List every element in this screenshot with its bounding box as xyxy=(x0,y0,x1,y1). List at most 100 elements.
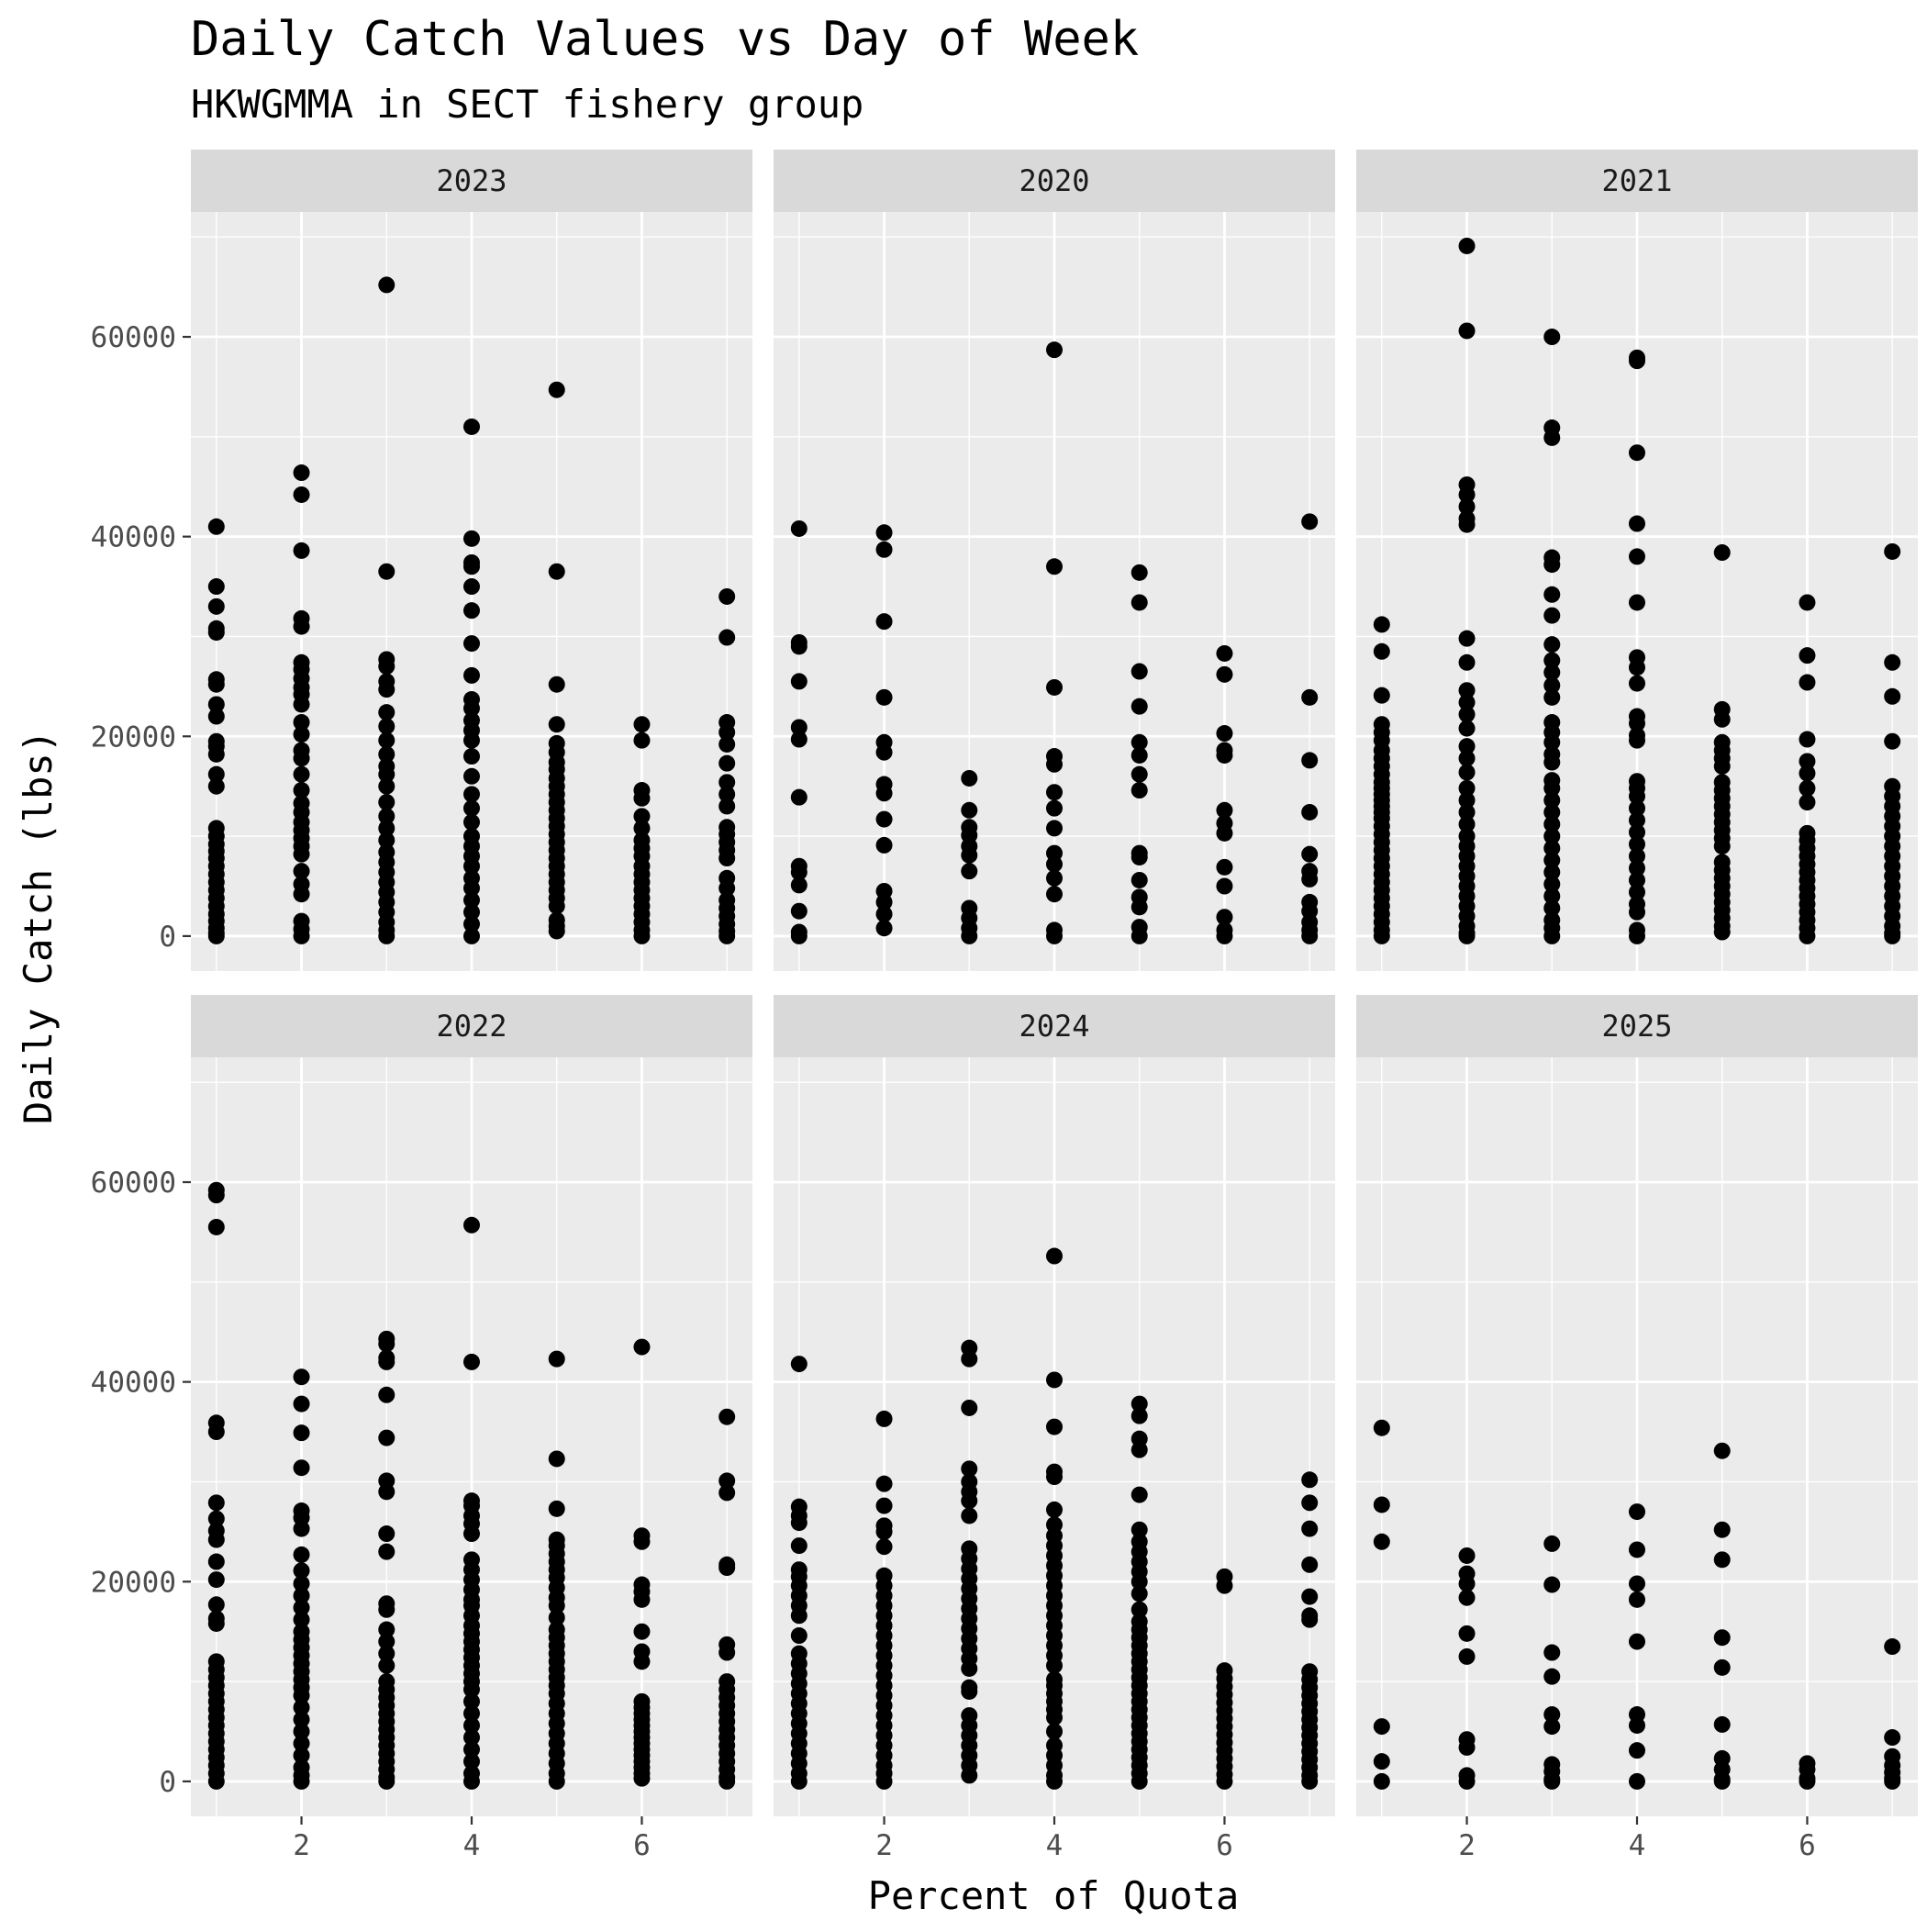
data-point xyxy=(463,857,480,875)
data-point xyxy=(1629,1716,1645,1734)
data-point xyxy=(1301,870,1319,888)
data-point xyxy=(1543,636,1561,653)
data-point xyxy=(1131,871,1148,888)
data-point xyxy=(378,658,395,676)
data-point xyxy=(875,1772,893,1790)
data-point xyxy=(718,1772,736,1790)
data-point xyxy=(1713,1442,1731,1459)
data-point xyxy=(463,418,480,435)
data-point xyxy=(1046,558,1063,575)
data-point xyxy=(1458,779,1476,797)
data-point xyxy=(293,1611,310,1628)
data-point xyxy=(1131,765,1148,783)
data-point xyxy=(207,745,225,763)
data-point xyxy=(790,927,808,944)
data-point xyxy=(378,1353,395,1370)
data-point xyxy=(378,1645,395,1662)
data-point xyxy=(1131,1573,1148,1591)
data-point xyxy=(718,927,736,944)
data-point xyxy=(1543,876,1561,893)
data-point xyxy=(1629,1772,1645,1790)
data-point xyxy=(718,629,736,646)
data-point xyxy=(1458,682,1476,699)
data-point xyxy=(1131,927,1148,944)
data-point xyxy=(1046,1469,1063,1486)
data-point xyxy=(718,723,736,741)
facet-strip xyxy=(1356,995,1918,1057)
x-tick-label: 4 xyxy=(1046,1829,1064,1862)
data-point xyxy=(1131,1772,1148,1790)
data-point xyxy=(463,1681,480,1698)
chart-subtitle: HKWGMMA in SECT fishery group xyxy=(191,82,863,127)
data-point xyxy=(1131,733,1148,751)
data-point xyxy=(293,863,310,880)
data-point xyxy=(463,1772,480,1790)
data-point xyxy=(293,1562,310,1580)
data-point xyxy=(1046,799,1063,817)
data-point xyxy=(293,782,310,799)
data-point xyxy=(1046,869,1063,887)
data-point xyxy=(1629,927,1645,944)
data-point xyxy=(378,1429,395,1446)
x-tick-label: 2 xyxy=(875,1829,893,1862)
data-point xyxy=(293,1546,310,1563)
data-point xyxy=(293,464,310,482)
data-point xyxy=(1301,845,1319,863)
data-point xyxy=(1629,811,1645,829)
data-point xyxy=(1301,1494,1319,1512)
data-point xyxy=(1373,642,1390,660)
data-point xyxy=(378,1601,395,1618)
data-point xyxy=(463,879,480,897)
data-point xyxy=(1131,698,1148,715)
data-point xyxy=(1458,653,1476,671)
data-point xyxy=(718,754,736,772)
data-point xyxy=(875,524,893,542)
data-point xyxy=(875,1410,893,1427)
data-point xyxy=(463,1216,480,1234)
x-tick-label: 6 xyxy=(1799,1829,1816,1862)
data-point xyxy=(1216,909,1233,926)
facet-panel-2022: 2022 0 20000 40000 60000 2 4 6 xyxy=(91,995,752,1862)
data-point xyxy=(1629,1742,1645,1759)
data-point xyxy=(463,1753,480,1770)
data-point xyxy=(790,1772,808,1790)
data-point xyxy=(548,716,565,733)
data-point xyxy=(463,1692,480,1710)
data-point xyxy=(790,1514,808,1532)
data-point xyxy=(1458,803,1476,821)
data-point xyxy=(293,1599,310,1616)
data-point xyxy=(1216,824,1233,842)
data-point xyxy=(961,769,978,787)
data-point xyxy=(1046,1247,1063,1265)
data-point xyxy=(378,731,395,749)
data-point xyxy=(1629,787,1645,805)
y-tick-label: 20000 xyxy=(91,720,176,754)
data-point xyxy=(1046,886,1063,903)
data-point xyxy=(207,1494,225,1512)
data-point xyxy=(207,1553,225,1570)
data-point xyxy=(633,1533,651,1550)
data-point xyxy=(1216,746,1233,764)
y-tick-label: 20000 xyxy=(91,1566,176,1599)
data-point xyxy=(1131,1601,1148,1618)
data-point xyxy=(1629,859,1645,877)
data-point xyxy=(1131,782,1148,799)
x-tick-label: 2 xyxy=(1458,1829,1476,1862)
data-point xyxy=(378,1621,395,1638)
data-point xyxy=(718,774,736,791)
data-point xyxy=(1131,1486,1148,1503)
data-point xyxy=(1131,1407,1148,1424)
data-point xyxy=(1713,757,1731,775)
data-point xyxy=(1629,847,1645,865)
data-point xyxy=(1884,1772,1901,1790)
data-point xyxy=(1046,855,1063,873)
data-point xyxy=(633,808,651,825)
data-point xyxy=(875,810,893,828)
data-point xyxy=(1046,1709,1063,1726)
data-point xyxy=(875,688,893,706)
data-point xyxy=(1543,803,1561,821)
data-point xyxy=(790,877,808,894)
data-point xyxy=(1629,1575,1645,1592)
data-point xyxy=(1046,927,1063,944)
data-point xyxy=(1131,848,1148,865)
